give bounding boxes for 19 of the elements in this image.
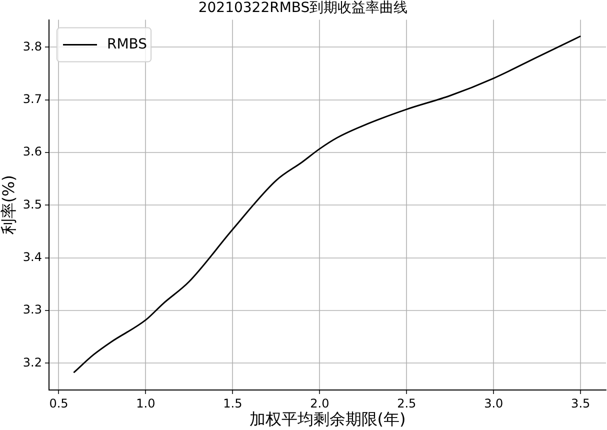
y-tick-label: 3.2 (22, 355, 42, 370)
legend-label: RMBS (107, 36, 148, 52)
x-tick-label: 3.5 (571, 396, 590, 410)
chart-title: 20210322RMBS到期收益率曲线 (198, 0, 408, 16)
y-tick-label: 3.6 (22, 144, 42, 159)
x-tick-label: 3.0 (484, 396, 504, 410)
x-tick-label: 2.5 (397, 396, 416, 410)
x-tick-label: 2.0 (310, 396, 330, 410)
x-tick-label: 1.5 (223, 396, 242, 410)
y-tick-label: 3.5 (22, 197, 42, 212)
x-axis-title: 加权平均剩余期限(年) (249, 410, 406, 429)
y-tick-label: 3.7 (22, 92, 42, 106)
y-tick-label: 3.8 (22, 39, 42, 54)
x-tick-label: 0.5 (49, 396, 68, 410)
line-series (72, 35, 582, 374)
x-tick-label: 1.0 (136, 396, 156, 410)
y-axis-title: 利率(%) (0, 175, 18, 235)
y-tick-label: 3.4 (22, 250, 42, 264)
y-tick-label: 3.3 (22, 302, 42, 317)
